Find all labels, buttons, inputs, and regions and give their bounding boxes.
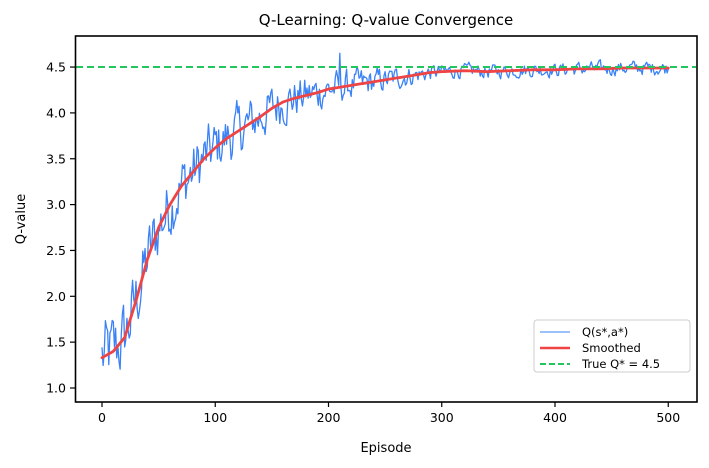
x-axis-label: Episode	[360, 441, 411, 456]
y-axis: 1.0 1.5 2.0 2.5 3.0 3.5 4.0 4.5	[46, 60, 76, 396]
legend-smoothed-label: Smoothed	[582, 341, 641, 355]
x-axis: 0 100 200 300 400 500	[98, 402, 680, 425]
legend-box	[533, 319, 691, 373]
plot-area	[76, 52, 696, 370]
y-tick-label: 2.0	[46, 289, 66, 304]
x-tick-label: 500	[656, 410, 680, 425]
y-axis-label: Q-value	[14, 194, 29, 244]
chart-title: Q-Learning: Q-value Convergence	[259, 11, 513, 29]
x-tick-label: 200	[317, 410, 341, 425]
y-tick-label: 3.5	[46, 151, 66, 166]
y-tick-label: 3.0	[46, 197, 66, 212]
legend-true-q-label: True Q* = 4.5	[581, 357, 660, 371]
x-tick-label: 400	[543, 410, 567, 425]
axes-frame	[74, 35, 698, 403]
x-tick-label: 0	[98, 410, 106, 425]
raw-q-value-line	[101, 52, 669, 370]
y-tick-label: 2.5	[46, 243, 66, 258]
legend-raw-label: Q(s*,a*)	[582, 325, 628, 339]
y-tick-label: 1.0	[46, 381, 66, 396]
legend: Q(s*,a*) Smoothed True Q* = 4.5	[533, 319, 691, 373]
y-tick-label: 4.0	[46, 105, 66, 120]
y-tick-label: 1.5	[46, 335, 66, 350]
smoothed-line	[100, 66, 670, 360]
y-tick-label: 4.5	[46, 60, 66, 75]
x-tick-label: 300	[430, 410, 454, 425]
x-tick-label: 100	[203, 410, 227, 425]
